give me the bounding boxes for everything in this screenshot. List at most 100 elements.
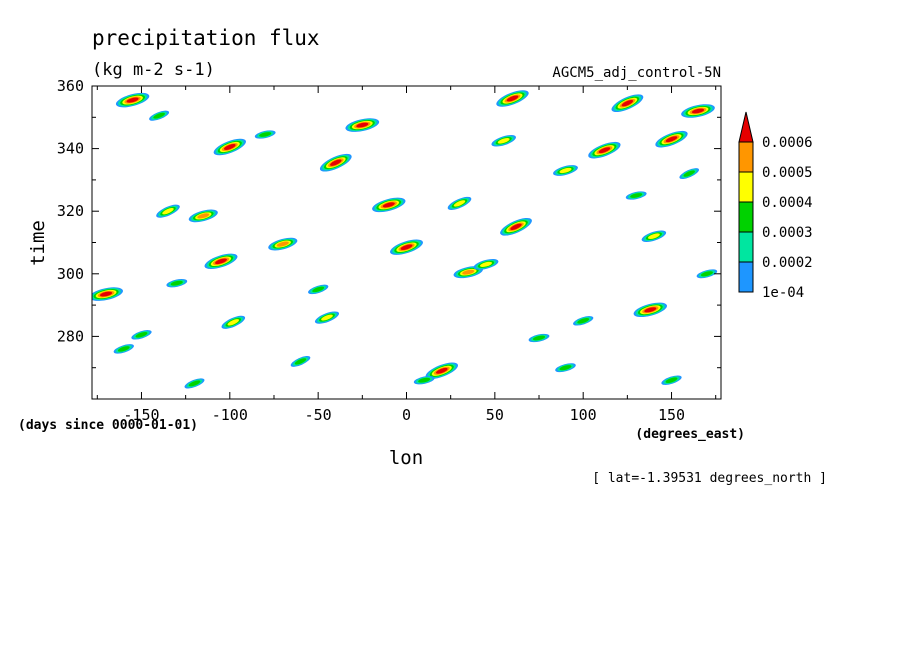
contour-level-6	[215, 258, 227, 265]
contour-level-6	[330, 159, 342, 166]
precip-blob	[633, 302, 667, 318]
contour-level-6	[621, 100, 634, 107]
precip-blob	[131, 330, 152, 340]
precip-blob	[500, 217, 532, 236]
contour-level-3	[188, 380, 201, 387]
precip-blob	[588, 141, 621, 159]
precip-blob	[681, 104, 715, 118]
precip-blob	[204, 253, 238, 270]
precip-blob	[149, 110, 170, 121]
contour-level-6	[382, 202, 395, 208]
x-tick-label: 0	[402, 406, 411, 424]
precip-blob	[473, 259, 499, 270]
contour-level-4	[227, 319, 240, 326]
dataset-label: AGCM5_adj_control-5N	[552, 65, 721, 81]
chart-title: precipitation flux	[92, 26, 320, 50]
precip-blob	[92, 287, 123, 301]
contour-level-4	[647, 233, 660, 239]
contour-level-4	[453, 200, 466, 207]
legend-label: 0.0003	[762, 225, 813, 241]
x-tick-label: -50	[305, 406, 332, 424]
precip-blob	[390, 239, 423, 255]
precip-blob	[113, 344, 134, 354]
x-tick-label: -100	[212, 406, 248, 424]
color-legend: 1e-04 0.0002 0.0003 0.0004 0.0005 0.0006	[738, 111, 813, 301]
contour-level-5	[276, 241, 289, 247]
precip-blob	[413, 376, 435, 385]
x-tick-label: 150	[658, 406, 685, 424]
precip-blob	[696, 269, 718, 279]
contour-level-3	[683, 170, 695, 177]
contour-level-3	[170, 280, 183, 286]
contour-level-4	[162, 208, 174, 215]
precip-blob	[553, 165, 578, 176]
precip-blob	[611, 94, 644, 113]
precip-blob	[115, 92, 150, 108]
precip-blob	[254, 130, 276, 139]
contour-level-3	[312, 286, 325, 293]
contour-level-5	[462, 269, 475, 275]
precip-blob	[213, 138, 246, 156]
legend-label: 0.0004	[762, 195, 813, 211]
chart-units: (kg m-2 s-1)	[92, 60, 215, 80]
y-tick-label: 300	[57, 265, 84, 283]
contour-level-5	[197, 213, 210, 219]
contour-level-3	[700, 271, 713, 277]
contour-level-3	[665, 377, 678, 383]
contour-level-3	[418, 377, 431, 383]
precip-blob	[184, 378, 205, 389]
contour-level-3	[577, 318, 590, 324]
contour-level-6	[598, 147, 611, 154]
y-axis: 280 300 320 340 360	[57, 77, 721, 369]
precip-blob	[573, 316, 594, 326]
precip-blob	[166, 279, 188, 288]
precip-blob	[268, 237, 298, 251]
y-axis-units: (days since 0000-01-01)	[18, 418, 198, 433]
contour-level-6	[691, 108, 705, 114]
legend-label: 0.0002	[762, 255, 813, 271]
legend-swatch	[738, 261, 754, 293]
precip-blob	[290, 355, 311, 367]
x-axis-label: lon	[389, 447, 423, 469]
contour-level-4	[497, 138, 510, 144]
precip-blob	[308, 284, 329, 295]
contour-level-3	[294, 358, 307, 365]
precip-blob	[221, 315, 246, 329]
precip-blob	[319, 153, 352, 172]
contour-level-3	[559, 365, 572, 371]
contour-level-3	[532, 335, 546, 341]
legend-label: 0.0005	[762, 165, 813, 181]
legend-arrow	[738, 111, 754, 143]
contour-level-6	[506, 95, 519, 102]
precip-blob	[188, 209, 218, 223]
contour-level-6	[400, 244, 413, 250]
legend-swatch	[738, 231, 754, 263]
legend-label: 0.0006	[762, 135, 813, 151]
legend-label: 1e-04	[762, 285, 804, 301]
precip-blob	[156, 204, 180, 218]
x-tick-label: 50	[486, 406, 504, 424]
legend-swatch	[738, 171, 754, 203]
contour-level-6	[100, 291, 113, 297]
contour-level-6	[356, 122, 369, 128]
contour-level-6	[644, 307, 657, 313]
y-tick-label: 340	[57, 140, 84, 158]
contour-level-4	[321, 314, 333, 321]
precipitation-field	[92, 90, 718, 389]
latitude-subtitle: [ lat=-1.39531 degrees_north ]	[592, 471, 827, 486]
precip-blob	[496, 90, 529, 107]
y-tick-label: 280	[57, 327, 84, 345]
contour-level-6	[665, 136, 678, 143]
y-axis-label: time	[27, 220, 49, 266]
legend-swatch	[738, 141, 754, 173]
precip-blob	[679, 168, 699, 180]
x-tick-label: -150	[123, 406, 159, 424]
precip-blob	[447, 196, 472, 210]
contour-level-6	[435, 367, 448, 374]
precip-blob	[314, 311, 340, 324]
contour-level-3	[630, 193, 643, 198]
precip-blob	[625, 191, 647, 200]
x-axis-units: (degrees_east)	[635, 427, 745, 442]
contour-level-6	[126, 97, 139, 103]
